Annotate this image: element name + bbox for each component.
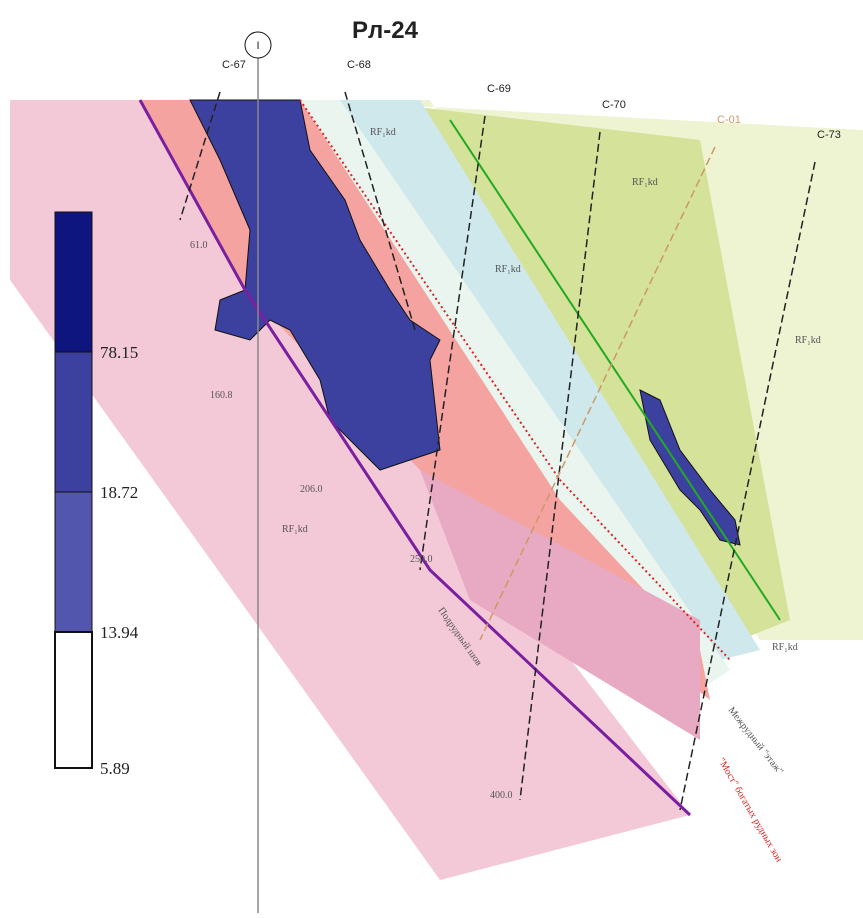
legend-swatch xyxy=(55,632,92,768)
well-label: С-67 xyxy=(222,59,246,71)
legend-swatch xyxy=(55,352,92,492)
formation-label: RF₁kd xyxy=(772,642,798,653)
formation-label: RF₁kd xyxy=(495,264,521,275)
formation-label: RF₁kd xyxy=(282,524,308,535)
legend-value: 13.94 xyxy=(100,623,139,642)
formation-label: RF₁kd xyxy=(632,177,658,188)
well-label: С-70 xyxy=(602,99,626,111)
well-label: С-68 xyxy=(347,59,371,71)
depth-label: 206.0 xyxy=(300,484,323,495)
depth-label: 250.0 xyxy=(410,554,433,565)
annotation: Межрудный "этаж" xyxy=(726,705,786,777)
legend-value: 18.72 xyxy=(100,483,138,502)
legend-value: 78.15 xyxy=(100,343,138,362)
depth-label: 160.8 xyxy=(210,390,233,401)
formation-label: RF₁kd xyxy=(795,335,821,346)
depth-label: 61.0 xyxy=(190,240,208,251)
well-label: С-69 xyxy=(487,83,511,95)
title: Рл-24 xyxy=(352,17,419,44)
well-label: С-01 xyxy=(717,114,741,126)
depth-label: 400.0 xyxy=(490,790,513,801)
legend-value: 5.89 xyxy=(100,759,130,778)
marker-label: I xyxy=(256,40,259,52)
well-label: С-73 xyxy=(817,129,841,141)
legend-swatch xyxy=(55,492,92,632)
formation-label: RF₁kd xyxy=(370,127,396,138)
section-diagram: I Рл-24 С-67 С-68 С-69 С-70 С-01 С-73 78.15 18… xyxy=(0,0,863,913)
legend-swatch xyxy=(55,212,92,352)
